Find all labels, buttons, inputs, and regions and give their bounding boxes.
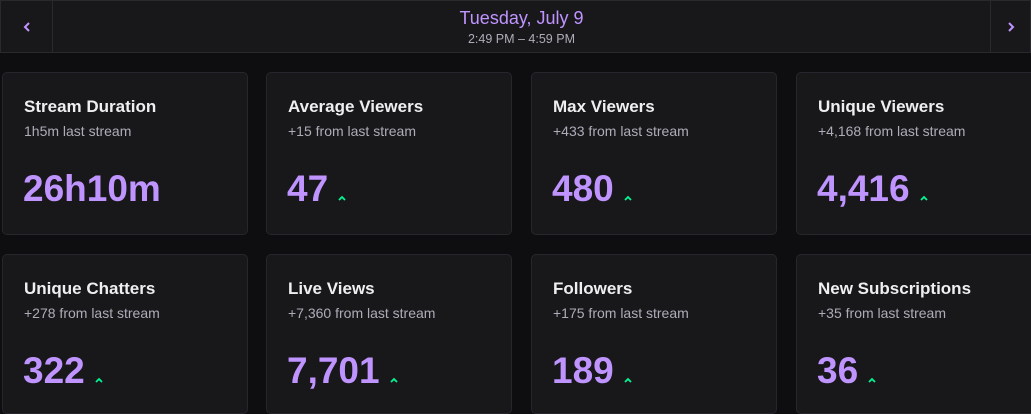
stat-value: 36 [817,350,859,391]
stat-card-live-views: Live Views +7,360 from last stream 7,701 [266,254,512,414]
next-stream-button[interactable] [990,1,1030,53]
stat-comparison: +4,168 from last stream [818,123,966,139]
stat-title: Followers [553,279,633,298]
stat-value: 322 [23,350,85,391]
stat-comparison: +175 from last stream [553,305,689,321]
stat-value: 189 [552,350,614,391]
stat-card-new-subscriptions: New Subscriptions +35 from last stream 3… [796,254,1031,414]
stat-title: Max Viewers [553,97,655,116]
stream-time-range: 2:49 PM – 4:59 PM [467,32,575,46]
chevron-right-icon [1007,22,1014,32]
trend-up-icon [389,376,399,384]
stream-date-block: Tuesday, July 9 2:49 PM – 4:59 PM [53,7,990,48]
stat-comparison: 1h5m last stream [24,123,132,139]
date-navigation-bar: Tuesday, July 9 2:49 PM – 4:59 PM [0,0,1031,53]
stat-card-unique-chatters: Unique Chatters +278 from last stream 32… [2,254,248,414]
stat-value: 26h10m [23,168,161,209]
stat-card-max-viewers: Max Viewers +433 from last stream 480 [531,72,777,235]
stat-value: 480 [552,168,614,209]
stat-title: Unique Chatters [24,279,156,298]
chevron-left-icon [23,22,30,32]
stat-title: Live Views [288,279,375,298]
stat-title: Unique Viewers [818,97,945,116]
trend-up-icon [337,194,347,202]
stream-date: Tuesday, July 9 [459,8,584,28]
trend-up-icon [94,376,104,384]
stat-card-unique-viewers: Unique Viewers +4,168 from last stream 4… [796,72,1031,235]
stat-title: New Subscriptions [818,279,972,298]
trend-up-icon [623,376,633,384]
stat-comparison: +433 from last stream [553,123,689,139]
stat-value: 47 [287,168,329,209]
stat-comparison: +278 from last stream [24,305,160,321]
trend-up-icon [867,376,877,384]
stat-value: 4,416 [817,168,910,209]
stat-card-average-viewers: Average Viewers +15 from last stream 47 [266,72,512,235]
stat-card-followers: Followers +175 from last stream 189 [531,254,777,414]
trend-up-icon [623,194,633,202]
trend-up-icon [919,194,929,202]
stat-title: Stream Duration [24,97,157,116]
stat-comparison: +15 from last stream [288,123,416,139]
stat-card-stream-duration: Stream Duration 1h5m last stream 26h10m [2,72,248,235]
stat-comparison: +7,360 from last stream [288,305,436,321]
stat-title: Average Viewers [288,97,424,116]
stat-comparison: +35 from last stream [818,305,946,321]
previous-stream-button[interactable] [1,1,53,53]
stat-value: 7,701 [287,350,380,391]
